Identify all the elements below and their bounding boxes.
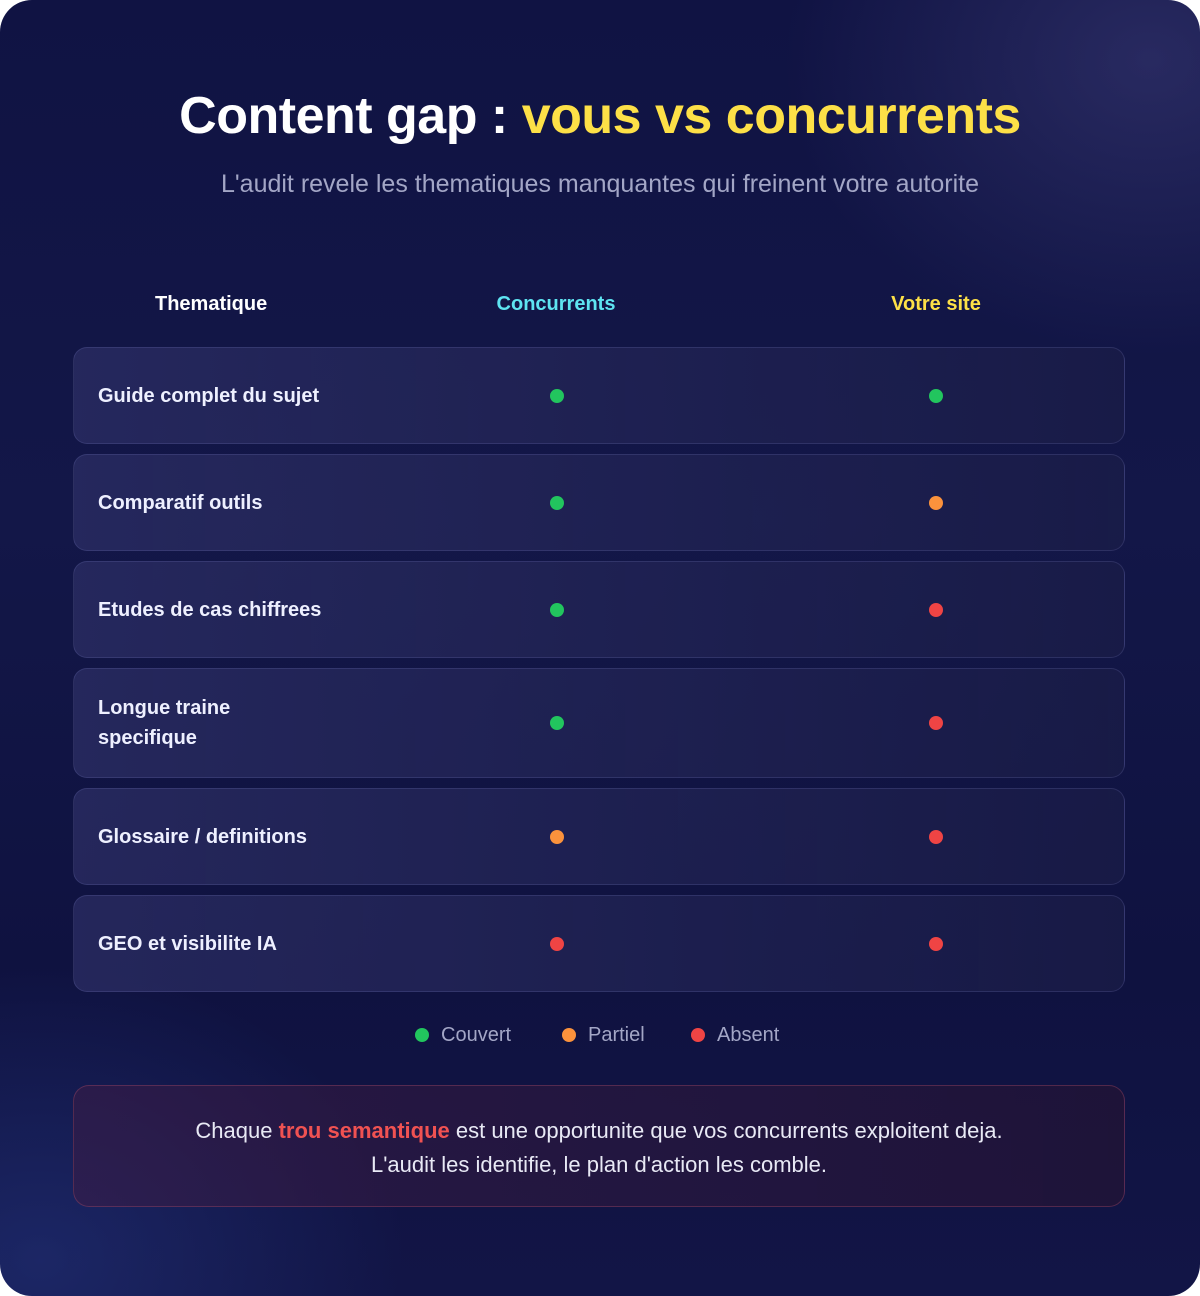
site-status-dot (929, 716, 943, 730)
callout-line1-suffix: est une opportunite que vos concurrents … (449, 1118, 1003, 1143)
legend: Couvert Partiel Absent (0, 1020, 1200, 1050)
row-label: Comparatif outils (98, 491, 263, 514)
site-status-dot (929, 936, 943, 951)
competitors-status-dot (550, 388, 564, 403)
row-label: Longue traine specifique (98, 697, 231, 749)
site-status-dot (929, 829, 943, 844)
site-status-dot (929, 602, 943, 617)
legend-label: Absent (717, 1023, 780, 1046)
row-label: GEO et visibilite IA (98, 932, 277, 955)
row-label: Etudes de cas chiffrees (98, 598, 322, 621)
table-row: Guide complet du sujet (73, 347, 1125, 444)
page-subtitle: L'audit revele les thematiques manquante… (220, 170, 979, 198)
competitors-status-dot (550, 716, 564, 730)
column-header-theme: Thematique (155, 293, 268, 315)
table-row: Glossaire / definitions (73, 788, 1125, 885)
legend-label: Couvert (441, 1023, 512, 1046)
partial-dot-icon (562, 1028, 576, 1042)
callout-highlight: trou semantique (278, 1118, 450, 1143)
page-title: Content gap : vous vs concurrents (0, 84, 1200, 148)
legend-label: Partiel (588, 1023, 645, 1046)
title-accent: vous vs concurrents (521, 87, 1022, 145)
row-label: Glossaire / definitions (98, 825, 307, 848)
competitors-status-dot (550, 602, 564, 617)
legend-item-covered: Couvert (415, 1020, 511, 1050)
column-header-site: Votre site (891, 293, 981, 315)
column-header-competitors: Concurrents (496, 293, 616, 315)
table-row: GEO et visibilite IA (73, 895, 1125, 992)
table-row: Comparatif outils (73, 454, 1125, 551)
callout-line-2: L'audit les identifie, le plan d'action … (370, 1152, 827, 1177)
legend-item-absent: Absent (691, 1020, 779, 1050)
absent-dot-icon (691, 1028, 705, 1042)
competitors-status-dot (550, 936, 564, 951)
callout-prefix: Chaque (195, 1118, 279, 1143)
competitors-status-dot (550, 495, 564, 510)
callout-line-1: Chaque trou semantique est une opportuni… (74, 1114, 1124, 1148)
table-row: Longue traine specifique (73, 668, 1125, 778)
title-main: Content gap : (179, 87, 508, 145)
covered-dot-icon (415, 1028, 429, 1042)
site-status-dot (929, 495, 943, 510)
table-row: Etudes de cas chiffrees (73, 561, 1125, 658)
legend-item-partial: Partiel (562, 1020, 645, 1050)
callout-box: Chaque trou semantique est une opportuni… (73, 1085, 1125, 1207)
row-label: Guide complet du sujet (98, 384, 320, 407)
site-status-dot (929, 388, 943, 403)
competitors-status-dot (550, 829, 564, 844)
